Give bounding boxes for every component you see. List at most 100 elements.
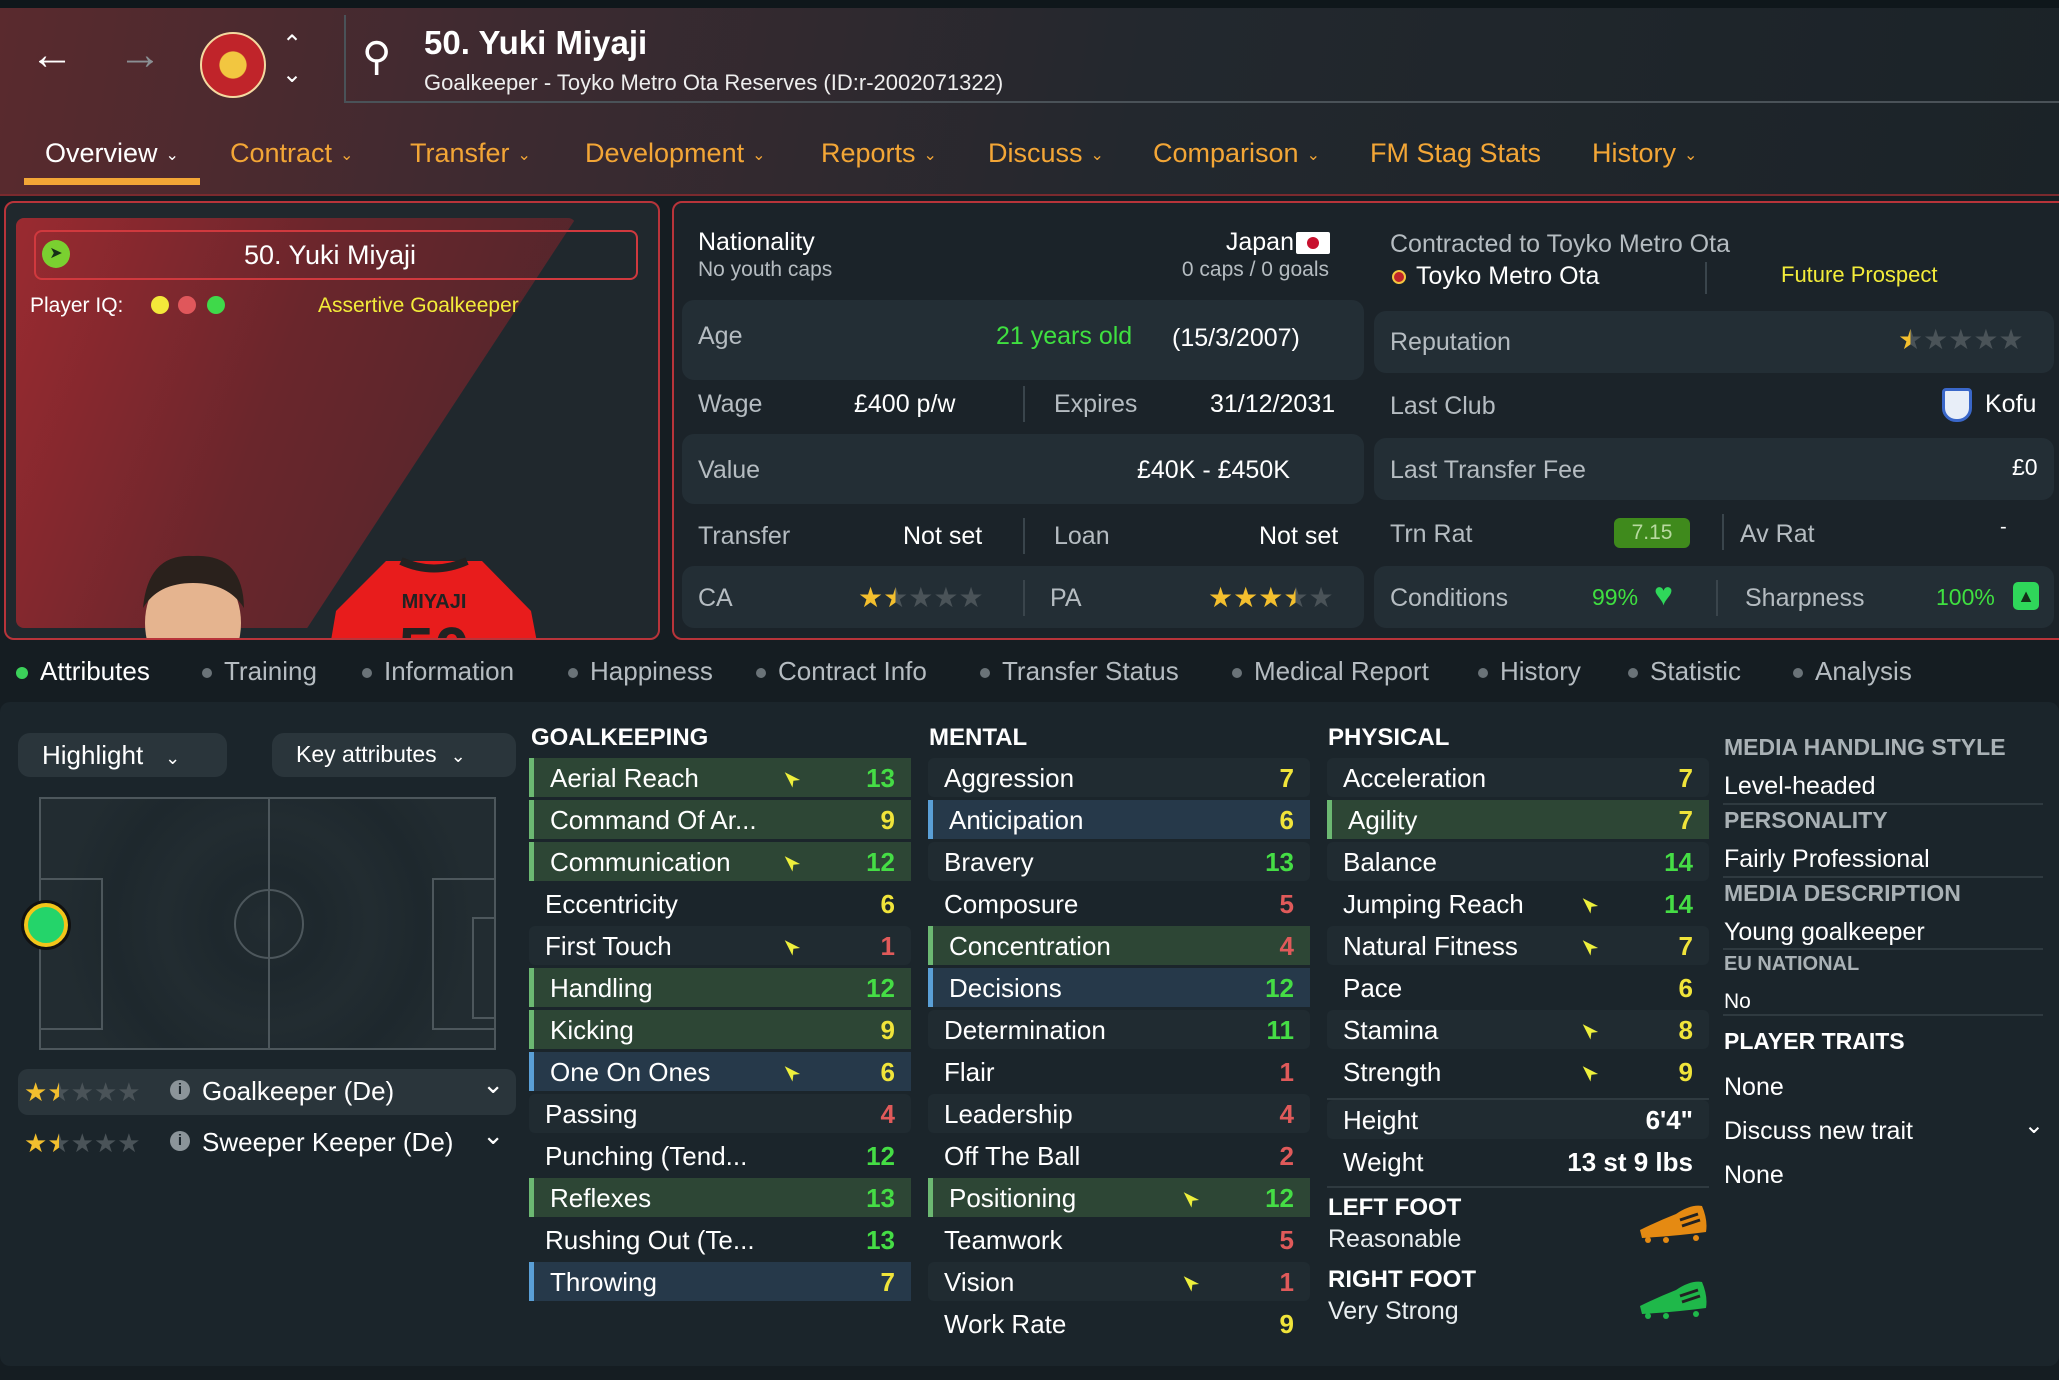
highlight-dropdown[interactable]: Highlight ⌄ <box>18 733 227 777</box>
attribute-row[interactable]: Aggression 7 <box>928 758 1310 797</box>
back-arrow-icon[interactable]: ← <box>30 30 74 79</box>
subtab-analysis[interactable]: Analysis <box>1793 656 1912 687</box>
subtab-happiness[interactable]: Happiness <box>568 656 713 687</box>
attribute-row[interactable]: Determination 11 <box>928 1010 1310 1049</box>
subtab-contract-info[interactable]: Contract Info <box>756 656 927 687</box>
attribute-value: 4 <box>880 1099 895 1129</box>
discuss-trait-dropdown[interactable]: Discuss new trait ⌄ <box>1724 1112 2044 1146</box>
attribute-value: 9 <box>880 1015 895 1045</box>
nationality-value[interactable]: Japan <box>1225 228 1294 256</box>
attribute-row[interactable]: Passing 4 <box>529 1094 911 1133</box>
pa-stars: ★★★★★ <box>1208 584 1334 612</box>
attribute-row[interactable]: Command Of Ar... 9 <box>529 800 911 839</box>
attribute-row[interactable]: Aerial Reach ➤ 13 <box>529 758 911 797</box>
shirt-kit: MIYAJI 50 <box>306 551 562 638</box>
attribute-row[interactable]: Punching (Tend... 12 <box>529 1136 911 1175</box>
star-half-icon: ★ <box>47 1128 71 1158</box>
attribute-row[interactable]: Leadership 4 <box>928 1094 1310 1133</box>
player-position-marker[interactable] <box>24 903 68 947</box>
nav-tab-overview[interactable]: Overview ⌄ <box>45 138 179 169</box>
attribute-row[interactable]: Composure 5 <box>928 884 1310 923</box>
key-attribute-arrow-icon: ➤ <box>1176 1268 1204 1297</box>
mental-heading: MENTAL <box>929 724 1028 751</box>
attribute-row[interactable]: Throwing 7 <box>529 1262 911 1301</box>
attribute-name: Balance <box>1343 847 1437 877</box>
attribute-row[interactable]: Pace 6 <box>1327 968 1709 1007</box>
attribute-row[interactable]: Agility 7 <box>1327 800 1709 839</box>
star-full-icon: ★ <box>24 1077 48 1107</box>
personality-label: PERSONALITY <box>1724 807 1888 833</box>
attribute-name: Command Of Ar... <box>550 805 757 835</box>
attribute-row[interactable]: Communication ➤ 12 <box>529 842 911 881</box>
prev-next-player-icon[interactable]: ⌃ ⌄ <box>282 31 303 88</box>
attribute-row[interactable]: Decisions 12 <box>928 968 1310 1007</box>
attribute-name: Natural Fitness <box>1343 931 1518 961</box>
attribute-row[interactable]: Work Rate 9 <box>928 1304 1310 1343</box>
attribute-row[interactable]: Eccentricity 6 <box>529 884 911 923</box>
sharpness-label: Sharpness <box>1745 584 1865 612</box>
attribute-row[interactable]: First Touch ➤ 1 <box>529 926 911 965</box>
chevron-down-icon[interactable]: ⌄ <box>482 1120 504 1150</box>
attribute-row[interactable]: Concentration 4 <box>928 926 1310 965</box>
attribute-row[interactable]: Bravery 13 <box>928 842 1310 881</box>
forward-arrow-icon[interactable]: → <box>118 30 162 79</box>
subtab-information[interactable]: Information <box>362 656 514 687</box>
attribute-row[interactable]: Balance 14 <box>1327 842 1709 881</box>
attribute-row[interactable]: Natural Fitness ➤ 7 <box>1327 926 1709 965</box>
key-attributes-dropdown[interactable]: Key attributes ⌄ <box>272 733 516 777</box>
attribute-row[interactable]: Reflexes 13 <box>529 1178 911 1217</box>
attribute-row[interactable]: Strength ➤ 9 <box>1327 1052 1709 1091</box>
club-link[interactable]: Toyko Metro Ota <box>1416 262 1600 290</box>
key-attribute-arrow-icon: ➤ <box>1575 890 1603 919</box>
subtab-transfer-status[interactable]: Transfer Status <box>980 656 1179 687</box>
row-bg <box>682 434 1364 504</box>
attribute-row[interactable]: Handling 12 <box>529 968 911 1007</box>
bullet-icon <box>980 668 990 679</box>
club-crest-icon[interactable] <box>200 32 266 98</box>
attribute-value: 1 <box>1279 1057 1294 1087</box>
attribute-name: Teamwork <box>944 1225 1063 1255</box>
role-row[interactable]: ★★★★★ i Sweeper Keeper (De) ⌄ <box>18 1120 516 1166</box>
subtab-history[interactable]: History <box>1478 656 1581 687</box>
role-row[interactable]: ★★★★★ i Goalkeeper (De) ⌄ <box>18 1069 516 1115</box>
attribute-row[interactable]: Stamina ➤ 8 <box>1327 1010 1709 1049</box>
subtab-medical-report[interactable]: Medical Report <box>1232 656 1429 687</box>
attribute-row[interactable]: Kicking 9 <box>529 1010 911 1049</box>
nav-tab-development[interactable]: Development ⌄ <box>585 138 766 169</box>
expires-value: 31/12/2031 <box>1210 390 1336 418</box>
chevron-down-icon[interactable]: ⌄ <box>482 1069 504 1099</box>
header-bar: ← → ⌃ ⌄ ⚲ 50. Yuki Miyaji Goalkeeper - To… <box>0 0 2059 196</box>
attribute-row[interactable]: Jumping Reach ➤ 14 <box>1327 884 1709 923</box>
attribute-name: Throwing <box>550 1267 657 1297</box>
attribute-row[interactable]: Flair 1 <box>928 1052 1310 1091</box>
nav-tab-fm-stag-stats[interactable]: FM Stag Stats <box>1370 138 1541 169</box>
subtab-statistic[interactable]: Statistic <box>1628 656 1741 687</box>
kofu-crest-icon <box>1942 388 1972 422</box>
location-arrow-icon: ➤ <box>42 240 70 268</box>
attribute-row[interactable]: Anticipation 6 <box>928 800 1310 839</box>
divider <box>1327 1186 1709 1188</box>
last-club-value[interactable]: Kofu <box>1985 390 2037 418</box>
loan-value: Not set <box>1259 522 1339 550</box>
star-full-icon: ★ <box>1233 582 1259 613</box>
subtab-training[interactable]: Training <box>202 656 317 687</box>
nav-tab-history[interactable]: History ⌄ <box>1592 138 1697 169</box>
attribute-row[interactable]: Positioning ➤ 12 <box>928 1178 1310 1217</box>
star-empty-icon: ★ <box>70 1128 94 1158</box>
left-foot-value: Reasonable <box>1328 1225 1462 1253</box>
nav-tab-comparison[interactable]: Comparison ⌄ <box>1153 138 1320 169</box>
info-icon[interactable]: i <box>170 1131 190 1151</box>
attribute-row[interactable]: Vision ➤ 1 <box>928 1262 1310 1301</box>
attribute-row[interactable]: Rushing Out (Te... 13 <box>529 1220 911 1259</box>
subtab-attributes[interactable]: Attributes <box>16 656 150 687</box>
attribute-row[interactable]: Acceleration 7 <box>1327 758 1709 797</box>
attribute-row[interactable]: One On Ones ➤ 6 <box>529 1052 911 1091</box>
info-icon[interactable]: i <box>170 1080 190 1100</box>
search-icon[interactable]: ⚲ <box>362 35 392 79</box>
nav-tab-contract[interactable]: Contract ⌄ <box>230 138 353 169</box>
nav-tab-discuss[interactable]: Discuss ⌄ <box>988 138 1104 169</box>
nav-tab-reports[interactable]: Reports ⌄ <box>821 138 937 169</box>
nav-tab-transfer[interactable]: Transfer ⌄ <box>410 138 531 169</box>
attribute-row[interactable]: Off The Ball 2 <box>928 1136 1310 1175</box>
attribute-row[interactable]: Teamwork 5 <box>928 1220 1310 1259</box>
